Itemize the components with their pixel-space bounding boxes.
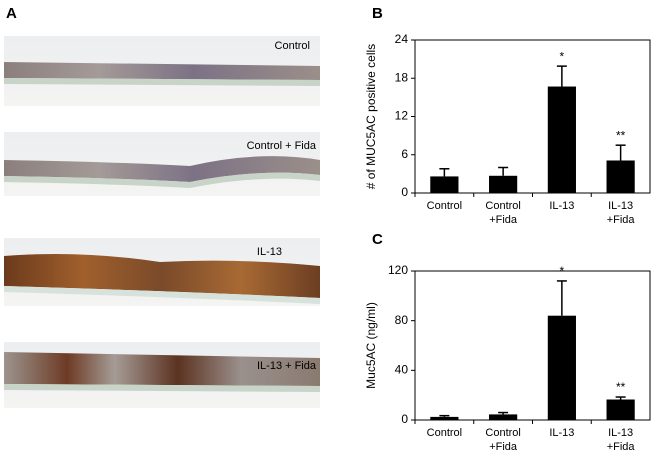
bar: [547, 315, 576, 420]
panel-label: B: [372, 5, 383, 22]
x-tick-label: Control: [426, 427, 463, 439]
x-tick-label: IL-13: [549, 427, 575, 439]
micrograph: Control: [4, 36, 320, 106]
bar: [430, 176, 459, 193]
y-tick-label: 6: [401, 147, 408, 161]
annotation: *: [560, 264, 565, 278]
bar: [606, 399, 635, 420]
micrograph: Control + Fida: [4, 132, 320, 196]
y-tick-label: 0: [401, 185, 408, 199]
micrograph: IL-13: [4, 238, 320, 306]
bar: [606, 160, 635, 193]
plot-frame: [414, 270, 651, 421]
x-tick-label: Control +Fida: [485, 427, 521, 453]
image-label: IL-13 + Fida: [257, 360, 317, 372]
image-label: IL-13: [257, 246, 282, 258]
bar: [489, 175, 518, 193]
x-tick-label: IL-13 +Fida: [606, 427, 635, 453]
annotation: *: [560, 49, 565, 63]
x-tick-label: IL-13: [549, 200, 575, 212]
image-label: Control: [275, 40, 310, 52]
y-tick-label: 18: [395, 70, 409, 84]
x-tick-label: IL-13 +Fida: [606, 200, 635, 226]
image-label: Control + Fida: [247, 140, 317, 152]
micrograph: IL-13 + Fida: [4, 342, 320, 408]
y-tick-label: 12: [395, 109, 409, 123]
bar: [430, 416, 459, 420]
bar: [547, 86, 576, 193]
annotation: **: [616, 128, 626, 142]
y-axis-label: Muc5AC (ng/ml): [364, 302, 378, 389]
annotation: **: [616, 380, 626, 394]
y-tick-label: 80: [395, 313, 409, 327]
panel-label: A: [6, 5, 17, 22]
x-tick-label: Control +Fida: [485, 200, 521, 226]
y-tick-label: 120: [388, 263, 408, 277]
y-axis-label: # of MUC5AC positive cells: [364, 44, 378, 189]
y-tick-label: 0: [401, 412, 408, 426]
y-tick-label: 24: [395, 32, 409, 46]
bar: [489, 414, 518, 420]
x-tick-label: Control: [426, 200, 463, 212]
y-tick-label: 40: [395, 363, 409, 377]
panel-label: C: [372, 231, 383, 248]
